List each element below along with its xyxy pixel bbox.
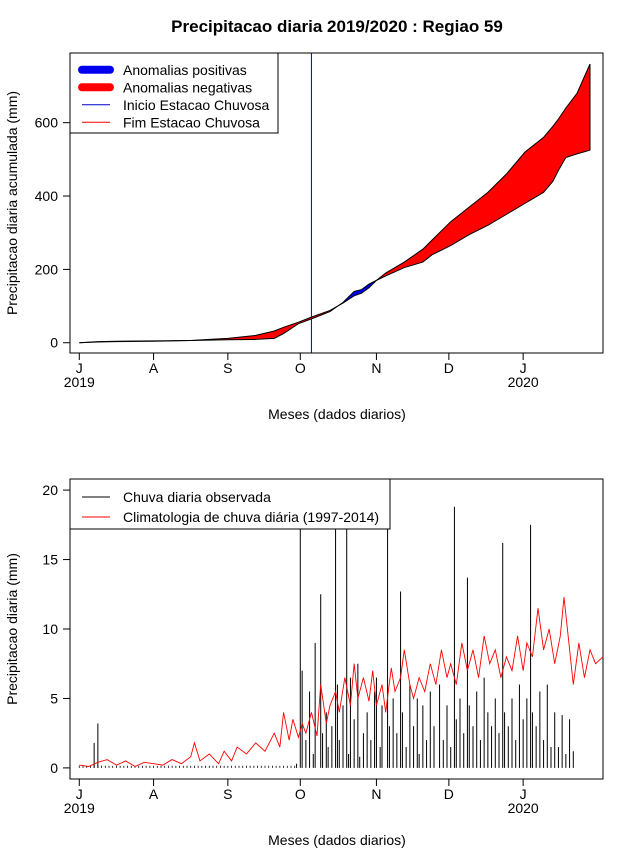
- top-legend-label: Anomalias positivas: [123, 62, 247, 78]
- top-legend-label: Anomalias negativas: [123, 79, 252, 95]
- bottom-x-tick-label: O: [295, 786, 306, 802]
- bottom-year-label: 2019: [64, 800, 95, 816]
- top-x-tick-label: A: [149, 360, 159, 376]
- chart-title: Precipitacao diaria 2019/2020 : Regiao 5…: [171, 17, 503, 36]
- bottom-x-tick-label: N: [371, 786, 381, 802]
- top-legend-label: Fim Estacao Chuvosa: [123, 114, 260, 130]
- bottom-x-tick-label: A: [149, 786, 159, 802]
- top-x-tick-label: N: [371, 360, 381, 376]
- bottom-legend-label: Climatologia de chuva diária (1997-2014): [123, 509, 379, 525]
- bottom-x-tick-label: J: [520, 786, 527, 802]
- bottom-y-tick-label: 20: [42, 482, 58, 498]
- top-x-tick-label: S: [223, 360, 232, 376]
- top-y-tick-label: 600: [35, 115, 59, 131]
- top-x-tick-label: D: [444, 360, 454, 376]
- top-y-tick-label: 400: [35, 188, 59, 204]
- top-x-tick-label: O: [295, 360, 306, 376]
- bottom-x-tick-label: J: [76, 786, 83, 802]
- bottom-y-tick-label: 0: [50, 760, 58, 776]
- top-legend-label: Inicio Estacao Chuvosa: [123, 97, 270, 113]
- climatology-cumulative-line: [79, 63, 591, 344]
- bottom-y-tick-label: 15: [42, 552, 58, 568]
- bottom-legend-box: [69, 478, 391, 530]
- top-year-label: 2019: [64, 374, 95, 390]
- bottom-ylabel: Precipitacao diaria (mm): [4, 553, 20, 705]
- top-xlabel: Meses (dados diarios): [268, 406, 406, 422]
- observed-cumulative-line: [79, 149, 591, 344]
- climatology-daily-line: [79, 597, 604, 768]
- negative-anomaly-area: [377, 64, 590, 280]
- top-y-tick-label: 0: [50, 335, 58, 351]
- top-y-tick-label: 200: [35, 261, 59, 277]
- bottom-x-tick-label: D: [444, 786, 454, 802]
- bottom-y-tick-label: 5: [50, 690, 58, 706]
- top-x-tick-label: J: [520, 360, 527, 376]
- bottom-legend-label: Chuva diaria observada: [123, 489, 271, 505]
- bottom-year-label: 2020: [508, 800, 539, 816]
- top-x-tick-label: J: [76, 360, 83, 376]
- bottom-y-tick-label: 10: [42, 621, 58, 637]
- top-ylabel: Precipitacao diaria acumulada (mm): [4, 91, 20, 315]
- top-year-label: 2020: [508, 374, 539, 390]
- bottom-x-tick-label: S: [223, 786, 232, 802]
- negative-anomaly-area: [191, 306, 338, 341]
- bottom-xlabel: Meses (dados diarios): [268, 832, 406, 848]
